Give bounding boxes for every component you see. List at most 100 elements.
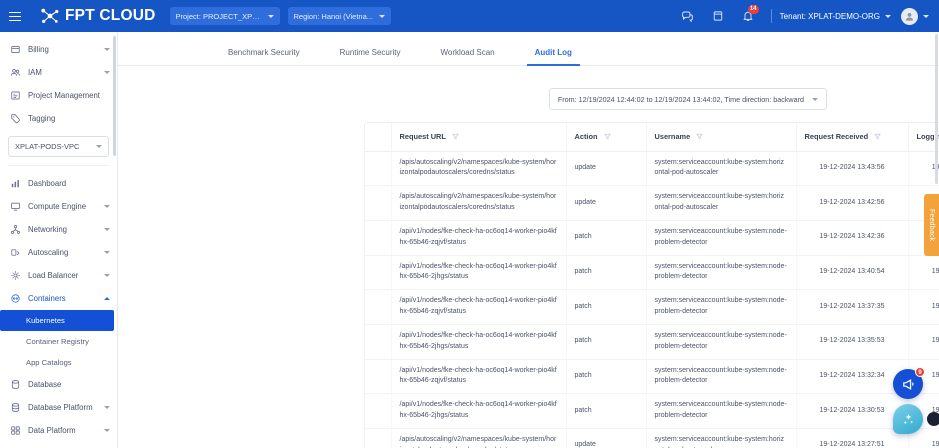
row-expand-cell[interactable] bbox=[365, 220, 392, 256]
tab-runtime-security[interactable]: Runtime Security bbox=[340, 48, 401, 65]
sidebar-item-label: Database Platform bbox=[28, 403, 93, 412]
sidebar-item-data-platform[interactable]: Data Platform bbox=[0, 419, 117, 442]
table-row[interactable]: /api/v1/nodes/fke-check-ha-oc6oq14-worke… bbox=[365, 393, 939, 429]
brand-name: FPT CLOUD bbox=[65, 7, 156, 24]
sidebar-item-tagging[interactable]: Tagging bbox=[0, 107, 117, 130]
database-platform-icon bbox=[9, 402, 21, 414]
table-body: /apis/autoscaling/v2/namespaces/kube-sys… bbox=[365, 151, 939, 448]
col-request-url-header[interactable]: Request URL bbox=[391, 123, 567, 152]
table-row[interactable]: /apis/autoscaling/v2/namespaces/kube-sys… bbox=[365, 185, 939, 221]
row-expand-cell[interactable] bbox=[365, 151, 392, 187]
cell-action: patch bbox=[566, 289, 647, 325]
cell-request-url: /api/v1/nodes/fke-check-ha-oc6oq14-worke… bbox=[391, 289, 567, 325]
sidebar-item-label: Data Platform bbox=[28, 426, 76, 435]
sidebar-item-app-catalogs[interactable]: App Catalogs bbox=[0, 352, 117, 373]
book-icon[interactable] bbox=[703, 0, 733, 32]
table-row[interactable]: /apis/autoscaling/v2/namespaces/kube-sys… bbox=[365, 151, 939, 187]
funnel-icon[interactable] bbox=[874, 133, 882, 140]
sidebar-item-kubernetes[interactable]: Kubernetes bbox=[0, 310, 114, 331]
hamburger-icon[interactable] bbox=[0, 0, 30, 32]
table-row[interactable]: /api/v1/nodes/fke-check-ha-oc6oq14-worke… bbox=[365, 255, 939, 291]
sidebar-item-project-management[interactable]: Project Management bbox=[0, 84, 117, 107]
user-menu[interactable] bbox=[901, 7, 929, 25]
region-selector-label: Region: Hanoi (Vietna... bbox=[293, 11, 374, 21]
date-range-filter[interactable]: From: 12/19/2024 12:44:02 to 12/19/2024 … bbox=[548, 88, 827, 110]
cell-request-url: /api/v1/nodes/fke-check-ha-oc6oq14-worke… bbox=[391, 324, 567, 360]
bell-icon[interactable]: 14 bbox=[733, 0, 763, 32]
sidebar-item-autoscaling[interactable]: Autoscaling bbox=[0, 241, 117, 264]
sidebar-item-label: IAM bbox=[28, 68, 42, 77]
row-expand-cell[interactable] bbox=[365, 289, 392, 325]
column-label: Request URL bbox=[399, 132, 446, 142]
ai-assistant-button[interactable] bbox=[893, 404, 923, 434]
row-expand-cell[interactable] bbox=[365, 359, 392, 395]
feedback-tab[interactable]: Feedback bbox=[924, 194, 939, 256]
tab-workload-scan[interactable]: Workload Scan bbox=[441, 48, 495, 65]
sidebar-item-dashboard[interactable]: Dashboard bbox=[0, 172, 117, 195]
cell-request-received: 19-12-2024 13:32:34 bbox=[796, 359, 909, 395]
sidebar-subitem-label: Container Registry bbox=[26, 337, 89, 346]
col-request-received-header[interactable]: Request Received bbox=[796, 123, 909, 152]
project-selector[interactable]: Project: PROJECT_XPL... bbox=[169, 7, 280, 25]
tab-benchmark-security[interactable]: Benchmark Security bbox=[228, 48, 300, 65]
sidebar-item-compute-engine[interactable]: Compute Engine bbox=[0, 195, 117, 218]
cell-request-url: /api/v1/nodes/fke-check-ha-oc6oq14-worke… bbox=[391, 359, 567, 395]
cell-request-url: /api/v1/nodes/fke-check-ha-oc6oq14-worke… bbox=[391, 255, 567, 291]
row-expand-cell[interactable] bbox=[365, 255, 392, 291]
main-scrollbar[interactable] bbox=[935, 34, 938, 184]
table-row[interactable]: /api/v1/nodes/fke-check-ha-oc6oq14-worke… bbox=[365, 220, 939, 256]
project-management-icon bbox=[9, 90, 21, 102]
sidebar-item-iam[interactable]: IAM bbox=[0, 61, 117, 84]
table-row[interactable]: /apis/autoscaling/v2/namespaces/kube-sys… bbox=[365, 428, 939, 448]
sidebar-item-database[interactable]: Database bbox=[0, 373, 117, 396]
funnel-icon[interactable] bbox=[603, 133, 611, 140]
cell-request-received: 19-12-2024 13:42:36 bbox=[796, 220, 909, 256]
row-expand-cell[interactable] bbox=[365, 324, 392, 360]
sidebar-item-containers[interactable]: Containers bbox=[0, 287, 117, 310]
cell-request-received: 19-12-2024 13:37:35 bbox=[796, 289, 909, 325]
sidebar-item-database-platform[interactable]: Database Platform bbox=[0, 396, 117, 419]
tab-audit-log[interactable]: Audit Log bbox=[526, 48, 581, 66]
cell-action: update bbox=[566, 151, 647, 187]
sidebar-item-networking[interactable]: Networking bbox=[0, 218, 117, 241]
sidebar-item-load-balancer[interactable]: Load Balancer bbox=[0, 264, 117, 287]
chevron-down-icon bbox=[104, 205, 110, 208]
table-row[interactable]: /api/v1/nodes/fke-check-ha-oc6oq14-worke… bbox=[365, 289, 939, 325]
col-username-header[interactable]: Username bbox=[646, 123, 797, 152]
vpc-selector[interactable]: XPLAT-PODS-VPC bbox=[8, 136, 109, 157]
sidebar-scrollbar[interactable] bbox=[113, 36, 116, 156]
funnel-icon[interactable] bbox=[452, 133, 459, 140]
project-selector-label: Project: PROJECT_XPL... bbox=[175, 11, 262, 21]
sidebar-item-label: Autoscaling bbox=[28, 248, 69, 257]
cell-username: system:serviceaccount:kube-system:node-p… bbox=[646, 289, 797, 325]
containers-icon bbox=[9, 293, 21, 305]
row-expand-cell[interactable] bbox=[365, 185, 392, 221]
tenant-selector[interactable]: Tenant: XPLAT-DEMO-ORG bbox=[780, 12, 891, 21]
col-logging-time-header[interactable]: Logging Time bbox=[908, 123, 939, 152]
table-row[interactable]: /api/v1/nodes/fke-check-ha-oc6oq14-worke… bbox=[365, 359, 939, 395]
kubernetes-detail-card: Benchmark Security Runtime Security Work… bbox=[118, 32, 939, 448]
column-label: Action bbox=[574, 132, 598, 142]
sidebar-item-label: Dashboard bbox=[28, 179, 67, 188]
region-selector[interactable]: Region: Hanoi (Vietna... bbox=[287, 7, 391, 25]
row-expand-cell[interactable] bbox=[365, 393, 392, 429]
cell-action: patch bbox=[566, 220, 647, 256]
chat-bubbles-icon[interactable] bbox=[673, 0, 703, 32]
funnel-icon[interactable] bbox=[696, 133, 704, 140]
row-expand-cell[interactable] bbox=[365, 428, 392, 448]
billing-icon bbox=[9, 44, 21, 56]
chevron-down-icon bbox=[267, 14, 274, 18]
sidebar-item-billing[interactable]: Billing bbox=[0, 38, 117, 61]
sidebar: Billing IAM bbox=[0, 32, 118, 448]
chevron-down-icon bbox=[104, 71, 110, 74]
sidebar-item-label: Containers bbox=[28, 294, 66, 303]
vpc-selector-wrapper: XPLAT-PODS-VPC bbox=[0, 130, 117, 165]
table-header-row: Request URL Act bbox=[365, 123, 939, 152]
announcement-button[interactable]: 9 bbox=[893, 367, 925, 399]
cell-request-url: /apis/autoscaling/v2/namespaces/kube-sys… bbox=[391, 151, 567, 187]
table-row[interactable]: /api/v1/nodes/fke-check-ha-oc6oq14-worke… bbox=[365, 324, 939, 360]
load-balancer-icon bbox=[9, 270, 21, 282]
col-action-header[interactable]: Action bbox=[566, 123, 647, 152]
sidebar-item-container-registry[interactable]: Container Registry bbox=[0, 331, 117, 352]
column-label: Request Received bbox=[804, 132, 869, 142]
